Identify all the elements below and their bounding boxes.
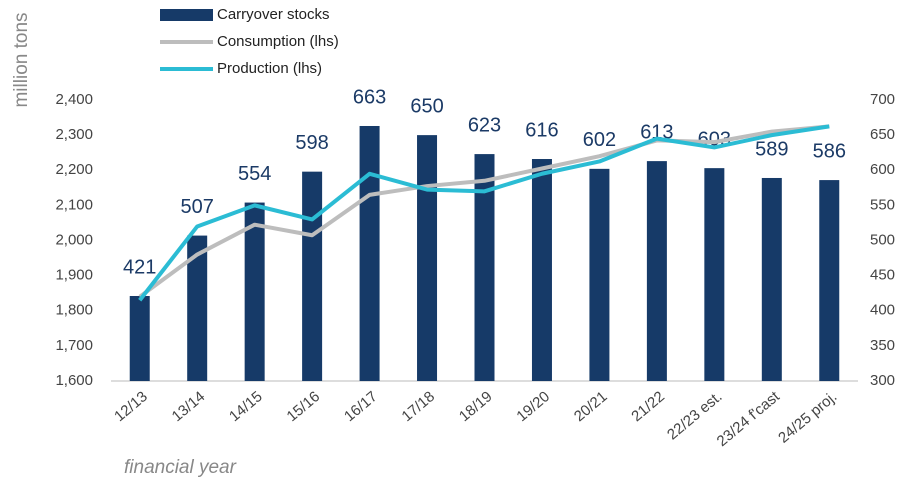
y2-tick-label: 400: [870, 302, 895, 319]
x-tick-label: 24/25 proj.: [775, 388, 840, 447]
bar: [474, 154, 495, 381]
y-tick-label: 1,700: [55, 337, 93, 354]
data-label: 598: [295, 132, 328, 154]
x-tick-label: 13/14: [169, 388, 209, 425]
data-label: 554: [238, 163, 271, 185]
y2-tick-label: 500: [870, 231, 895, 248]
bar: [302, 171, 323, 381]
legend-swatch: [160, 9, 213, 21]
x-tick-label: 19/20: [513, 388, 553, 425]
y2-tick-label: 300: [870, 372, 895, 389]
y2-tick-label: 700: [870, 91, 895, 108]
x-tick-label: 12/13: [111, 388, 151, 425]
data-label: 589: [755, 138, 788, 160]
y-tick-label: 2,000: [55, 231, 93, 248]
bar: [761, 177, 782, 381]
y2-tick-label: 600: [870, 161, 895, 178]
x-tick-label: 15/16: [284, 388, 324, 425]
bar: [129, 295, 150, 381]
line: [138, 124, 830, 302]
bar: [646, 161, 667, 381]
y-tick-label: 2,200: [55, 161, 93, 178]
y-tick-label: 1,600: [55, 372, 93, 389]
y2-tick-label: 650: [870, 126, 895, 143]
y-tick-label: 2,300: [55, 126, 93, 143]
y-tick-label: 1,900: [55, 267, 93, 284]
data-label: 421: [123, 256, 156, 278]
legend-label: Production (lhs): [217, 60, 322, 77]
bar: [359, 125, 380, 382]
x-axis-title: financial year: [124, 457, 237, 478]
legend-label: Consumption (lhs): [217, 33, 339, 50]
bar: [417, 135, 438, 381]
bar: [819, 180, 840, 381]
y-axis-title: million tons: [11, 12, 32, 107]
bar: [244, 202, 265, 381]
x-tick-label: 21/22: [628, 388, 668, 425]
legend-label: Carryover stocks: [217, 6, 330, 23]
line: [138, 124, 830, 299]
x-tick-label: 20/21: [571, 388, 611, 425]
x-tick-label: 16/17: [341, 388, 381, 425]
data-label: 602: [583, 129, 616, 151]
y-tick-label: 2,400: [55, 91, 93, 108]
x-tick-label: 23/24 f'cast: [714, 388, 784, 451]
y2-tick-label: 450: [870, 267, 895, 284]
y2-tick-label: 350: [870, 337, 895, 354]
y-tick-label: 1,800: [55, 302, 93, 319]
data-label: 623: [468, 114, 501, 136]
bar: [531, 159, 552, 381]
bar: [187, 235, 208, 381]
data-label: 650: [410, 95, 443, 117]
x-tick-label: 17/18: [398, 388, 438, 425]
data-label: 507: [181, 196, 214, 218]
data-label: 663: [353, 86, 386, 108]
y-tick-label: 2,100: [55, 196, 93, 213]
data-label: 616: [525, 119, 558, 141]
y2-tick-label: 550: [870, 196, 895, 213]
bar: [589, 168, 610, 381]
x-tick-label: 14/15: [226, 388, 266, 425]
data-label: 586: [813, 140, 846, 162]
x-tick-label: 18/19: [456, 388, 496, 425]
bar: [704, 168, 725, 381]
